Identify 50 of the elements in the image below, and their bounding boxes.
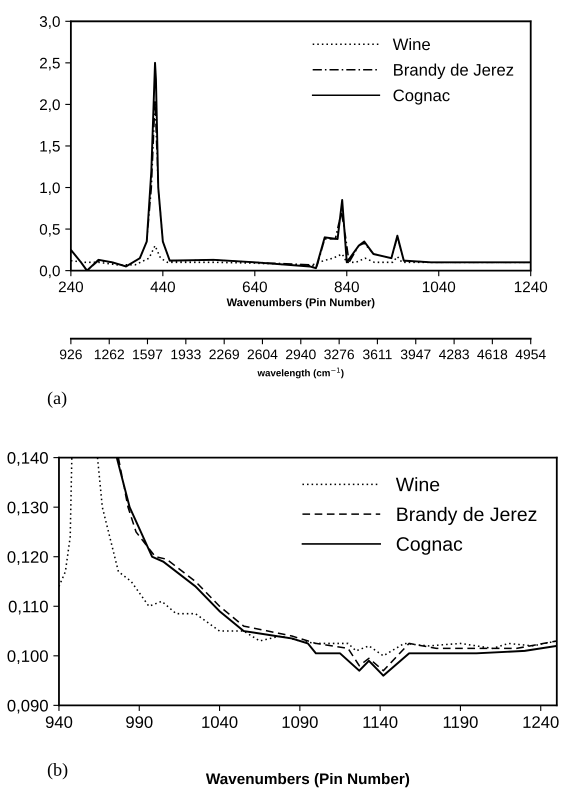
x-axis-title: Wavenumbers (Pin Number) bbox=[206, 772, 410, 788]
legend-label: Wine bbox=[392, 38, 430, 50]
y-tick-label: 0,5 bbox=[40, 224, 60, 237]
x2-tick-label: 1597 bbox=[133, 349, 162, 360]
x-tick-label: 1240 bbox=[523, 716, 559, 728]
x-tick-label: 1140 bbox=[363, 716, 398, 728]
x-tick-label: 1090 bbox=[282, 716, 318, 728]
legend-label: Cognac bbox=[394, 89, 450, 105]
x2-tick-label: 3611 bbox=[362, 349, 392, 360]
y-tick-label: 0,140 bbox=[8, 452, 48, 466]
x2-tick-label: 1933 bbox=[171, 349, 201, 360]
x2-tick-label: 2604 bbox=[248, 349, 278, 360]
x-axis-title: Wavenumbers (Pin Number) bbox=[226, 298, 374, 308]
y-tick-label: 0,120 bbox=[8, 551, 48, 565]
y-tick-label: 0,0 bbox=[40, 265, 60, 278]
text: (b) bbox=[48, 763, 68, 780]
y-tick-label: 0,130 bbox=[8, 502, 48, 516]
legend-label: Cognac bbox=[396, 537, 462, 555]
x-tick-label: 640 bbox=[242, 281, 267, 292]
x-tick-label: 940 bbox=[46, 716, 72, 728]
x-tick-label: 1040 bbox=[202, 716, 238, 728]
legend-label: Brandy de Jerez bbox=[394, 64, 514, 80]
y-tick-label: 1,5 bbox=[40, 140, 60, 154]
x2-tick-label: 4618 bbox=[477, 349, 508, 360]
x-tick-label: 440 bbox=[150, 281, 175, 292]
y-tick-label: 0,090 bbox=[8, 700, 48, 714]
y-tick-label: 2,5 bbox=[40, 58, 60, 70]
x2-tick-label: 4954 bbox=[516, 349, 546, 360]
x2-tick-label: 926 bbox=[60, 349, 82, 360]
x-tick-label: 240 bbox=[58, 281, 84, 292]
y-tick-label: 1,0 bbox=[40, 182, 60, 196]
x2-tick-label: 3276 bbox=[324, 349, 354, 360]
x-tick-label: 1240 bbox=[514, 281, 548, 292]
x-tick-label: 990 bbox=[126, 716, 153, 728]
text: (a) bbox=[48, 391, 66, 408]
x2-tick-label: 1262 bbox=[94, 349, 124, 360]
x2-tick-label: 2269 bbox=[209, 349, 239, 360]
y-tick-label: 0,110 bbox=[8, 600, 48, 614]
y-tick-label: 2,0 bbox=[40, 99, 60, 112]
x-tick-label: 840 bbox=[334, 281, 359, 292]
x2-axis-title: wavelength (cm$^{−1}$) bbox=[257, 368, 344, 378]
legend-label: Brandy de Jerez bbox=[397, 506, 536, 525]
y-tick-label: 0,100 bbox=[8, 650, 48, 664]
y-tick-label: 3,0 bbox=[40, 16, 60, 29]
legend-label: Wine bbox=[396, 477, 440, 492]
x2-tick-label: 4283 bbox=[438, 349, 469, 360]
x2-tick-label: 2940 bbox=[286, 349, 316, 360]
x-tick-label: 1040 bbox=[422, 281, 456, 292]
x2-tick-label: 3947 bbox=[400, 349, 431, 360]
x-tick-label: 1190 bbox=[444, 716, 478, 728]
